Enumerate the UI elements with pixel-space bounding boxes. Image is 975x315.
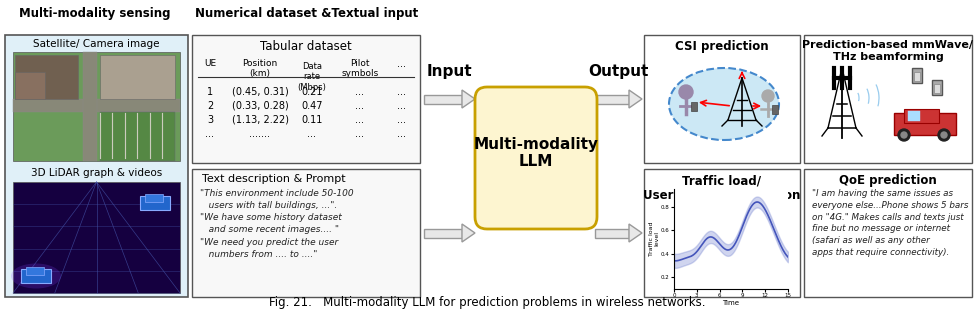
Text: "This environment include 50-100
   users with tall buildings, ...".
"We have so: "This environment include 50-100 users w… xyxy=(200,189,354,259)
Text: QoE prediction: QoE prediction xyxy=(839,174,937,187)
Bar xyxy=(140,196,170,210)
Text: Traffic load/
User number prediction: Traffic load/ User number prediction xyxy=(644,174,800,202)
Text: Numerical dataset &Textual input: Numerical dataset &Textual input xyxy=(195,7,418,20)
Bar xyxy=(934,84,940,93)
Bar xyxy=(15,55,78,99)
Bar xyxy=(99,113,100,159)
Text: ...: ... xyxy=(356,115,365,125)
Circle shape xyxy=(941,132,947,138)
Bar xyxy=(83,52,97,161)
Text: Data
rate
(Mbps): Data rate (Mbps) xyxy=(297,62,327,92)
Text: 3: 3 xyxy=(207,115,214,125)
FancyBboxPatch shape xyxy=(475,87,597,229)
Polygon shape xyxy=(629,224,642,242)
Bar xyxy=(192,169,420,297)
Text: Satellite/ Camera image: Satellite/ Camera image xyxy=(33,39,160,49)
Text: ...: ... xyxy=(356,129,365,139)
Bar xyxy=(691,102,697,111)
Bar xyxy=(150,113,151,159)
Text: (0.33, 0.28): (0.33, 0.28) xyxy=(232,101,289,111)
Bar xyxy=(163,113,164,159)
Bar xyxy=(145,194,163,202)
Bar xyxy=(904,109,939,123)
Text: 1: 1 xyxy=(207,87,214,97)
Bar xyxy=(912,68,922,83)
Bar xyxy=(894,113,956,135)
Text: 0.47: 0.47 xyxy=(301,101,323,111)
Bar xyxy=(13,99,180,112)
Bar xyxy=(13,182,180,293)
Circle shape xyxy=(898,129,910,141)
Text: 0.11: 0.11 xyxy=(301,115,323,125)
Text: ...: ... xyxy=(206,129,214,139)
Text: ...: ... xyxy=(398,87,407,97)
Bar xyxy=(5,35,188,297)
Text: Fig. 21.   Multi-modality LLM for prediction problems in wireless networks.: Fig. 21. Multi-modality LLM for predicti… xyxy=(269,296,706,309)
Text: Input: Input xyxy=(427,64,472,79)
Text: 2: 2 xyxy=(207,101,214,111)
Text: Tabular dataset: Tabular dataset xyxy=(260,40,352,53)
Text: Text description & Prompt: Text description & Prompt xyxy=(202,174,345,184)
Text: 3D LiDAR graph & videos: 3D LiDAR graph & videos xyxy=(31,168,162,178)
Text: CSI prediction: CSI prediction xyxy=(675,40,769,53)
Text: Pilot
symbols: Pilot symbols xyxy=(341,59,378,78)
Text: ...: ... xyxy=(398,101,407,111)
Bar xyxy=(125,113,126,159)
Bar xyxy=(804,35,972,163)
Text: Prediction-based mmWave/
THz beamforming: Prediction-based mmWave/ THz beamforming xyxy=(802,40,973,62)
Text: Output: Output xyxy=(588,64,648,79)
Text: Position
(km): Position (km) xyxy=(243,59,278,78)
Bar xyxy=(15,72,45,99)
Text: ...: ... xyxy=(398,129,407,139)
Polygon shape xyxy=(462,90,475,108)
Bar xyxy=(424,228,462,238)
Bar xyxy=(137,113,138,159)
Circle shape xyxy=(762,90,774,102)
Text: ...: ... xyxy=(398,59,407,69)
Text: ...: ... xyxy=(356,87,365,97)
Text: "I am having the same issues as
everyone else...Phone shows 5 bars
on "4G." Make: "I am having the same issues as everyone… xyxy=(812,189,968,257)
Text: (0.45, 0.31): (0.45, 0.31) xyxy=(232,87,289,97)
Text: ...: ... xyxy=(307,129,317,139)
X-axis label: Time: Time xyxy=(722,300,739,306)
Bar xyxy=(804,169,972,297)
Text: Multi-modality
LLM: Multi-modality LLM xyxy=(474,137,599,169)
Bar xyxy=(644,169,800,297)
Bar xyxy=(644,35,800,163)
Text: Multi-modality sensing: Multi-modality sensing xyxy=(20,7,171,20)
Bar xyxy=(26,267,44,275)
Polygon shape xyxy=(629,90,642,108)
Bar xyxy=(772,105,778,114)
Text: (1.13, 2.22): (1.13, 2.22) xyxy=(231,115,289,125)
Circle shape xyxy=(938,129,950,141)
Ellipse shape xyxy=(669,68,779,140)
Y-axis label: Traffic load
level: Traffic load level xyxy=(649,222,660,256)
Circle shape xyxy=(901,132,907,138)
Bar xyxy=(595,94,629,104)
Circle shape xyxy=(679,85,693,99)
Bar xyxy=(99,55,175,99)
Bar xyxy=(932,80,942,95)
Text: 0.21: 0.21 xyxy=(301,87,323,97)
Text: ...: ... xyxy=(398,115,407,125)
Text: ...: ... xyxy=(356,101,365,111)
Bar xyxy=(112,113,113,159)
Bar xyxy=(424,94,462,104)
Bar xyxy=(595,228,629,238)
Bar xyxy=(99,112,175,161)
Bar xyxy=(21,269,51,283)
Bar xyxy=(908,111,920,121)
Bar xyxy=(13,52,180,161)
Bar xyxy=(192,35,420,163)
Ellipse shape xyxy=(11,264,61,289)
Polygon shape xyxy=(462,224,475,242)
Bar xyxy=(914,72,920,81)
Text: UE: UE xyxy=(204,59,216,68)
Text: .......: ....... xyxy=(250,129,270,139)
